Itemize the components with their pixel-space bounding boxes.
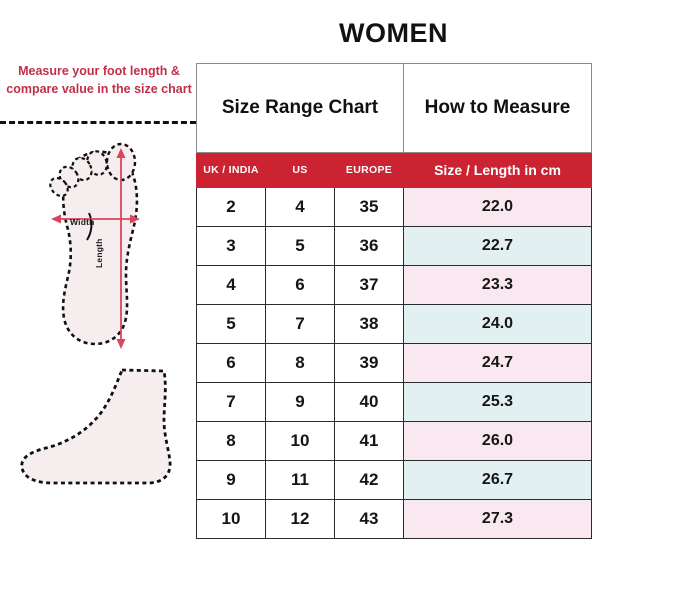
cell-cm: 24.7: [403, 343, 592, 383]
cell-eu: 36: [334, 226, 404, 266]
cell-cm: 26.7: [403, 460, 592, 500]
table-row: 7 9 40 25.3: [196, 382, 592, 422]
cell-us: 12: [265, 499, 335, 539]
cell-us: 6: [265, 265, 335, 305]
cell-uk: 2: [196, 187, 266, 227]
cell-eu: 41: [334, 421, 404, 461]
dashed-divider: [0, 121, 196, 124]
table-row: 9 11 42 26.7: [196, 460, 592, 500]
cell-us: 8: [265, 343, 335, 383]
measure-instruction-text: Measure your foot length & compare value…: [6, 64, 192, 97]
cell-cm: 27.3: [403, 499, 592, 539]
table-row: 10 12 43 27.3: [196, 499, 592, 539]
cell-cm: 22.0: [403, 187, 592, 227]
table-row: 3 5 36 22.7: [196, 226, 592, 266]
cell-cm: 26.0: [403, 421, 592, 461]
width-measure-label: Width: [70, 217, 95, 227]
table-column-header-row: UK / INDIA US EUROPE Size / Length in cm: [196, 152, 592, 188]
table-row: 8 10 41 26.0: [196, 421, 592, 461]
how-to-measure-title: How to Measure: [403, 63, 592, 153]
cell-uk: 3: [196, 226, 266, 266]
column-header-us: US: [265, 152, 335, 188]
cell-eu: 39: [334, 343, 404, 383]
cell-uk: 10: [196, 499, 266, 539]
cell-uk: 6: [196, 343, 266, 383]
cell-us: 10: [265, 421, 335, 461]
cell-cm: 25.3: [403, 382, 592, 422]
cell-uk: 4: [196, 265, 266, 305]
cell-us: 11: [265, 460, 335, 500]
column-header-uk-india: UK / INDIA: [196, 152, 266, 188]
cell-uk: 7: [196, 382, 266, 422]
table-row: 4 6 37 23.3: [196, 265, 592, 305]
cell-eu: 43: [334, 499, 404, 539]
cell-cm: 23.3: [403, 265, 592, 305]
foot-side-profile-view: [12, 358, 188, 494]
cell-us: 5: [265, 226, 335, 266]
cell-us: 9: [265, 382, 335, 422]
table-title-row: Size Range Chart How to Measure: [196, 63, 592, 153]
table-row: 2 4 35 22.0: [196, 187, 592, 227]
table-row: 6 8 39 24.7: [196, 343, 592, 383]
cell-eu: 42: [334, 460, 404, 500]
cell-eu: 38: [334, 304, 404, 344]
cell-eu: 35: [334, 187, 404, 227]
column-header-europe: EUROPE: [334, 152, 404, 188]
cell-cm: 22.7: [403, 226, 592, 266]
foot-sole-top-view: [33, 140, 163, 352]
cell-eu: 37: [334, 265, 404, 305]
cell-uk: 8: [196, 421, 266, 461]
cell-uk: 5: [196, 304, 266, 344]
cell-cm: 24.0: [403, 304, 592, 344]
cell-uk: 9: [196, 460, 266, 500]
size-chart-table: Size Range Chart How to Measure UK / IND…: [196, 63, 592, 539]
cell-us: 4: [265, 187, 335, 227]
cell-eu: 40: [334, 382, 404, 422]
column-header-size-length-cm: Size / Length in cm: [403, 152, 592, 188]
page-title: WOMEN: [339, 18, 448, 48]
table-row: 5 7 38 24.0: [196, 304, 592, 344]
length-measure-label: Length: [94, 238, 104, 268]
cell-us: 7: [265, 304, 335, 344]
size-range-chart-title: Size Range Chart: [196, 63, 404, 153]
